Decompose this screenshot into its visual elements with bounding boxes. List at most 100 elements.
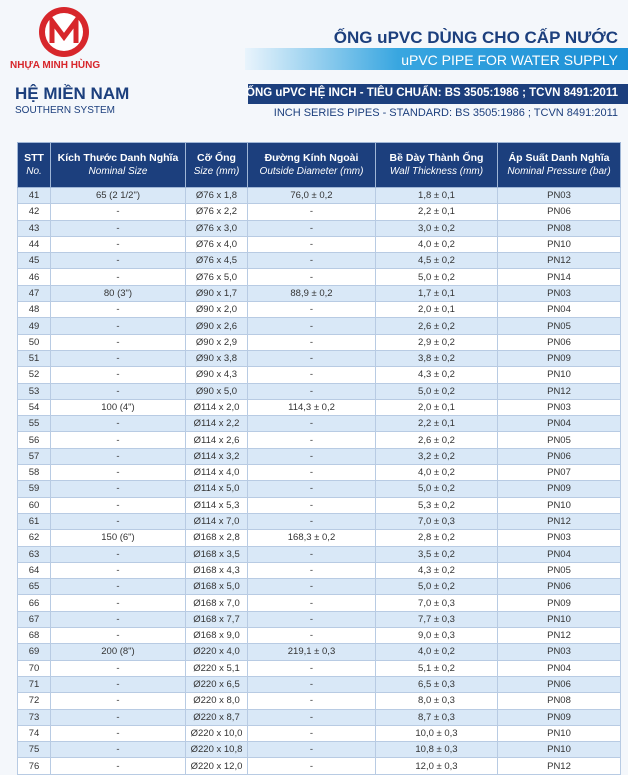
table-row: 68- Ø168 x 9,0-9,0 ± 0,3 PN12 [17,627,621,645]
cell: - [247,610,376,629]
title-vi: ỐNG uPVC DÙNG CHO CẤP NƯỚC [333,28,618,47]
cell: Ø220 x 10,0 [185,724,248,743]
cell: 2,2 ± 0,1 [375,203,498,221]
table-row: 72- Ø220 x 8,0-8,0 ± 0,3 PN08 [17,692,621,710]
cell: Ø76 x 3,0 [185,219,248,237]
cell: Ø220 x 6,5 [185,675,248,694]
cell: Ø76 x 5,0 [185,268,248,286]
cell: 100 (4") [50,398,186,417]
table-row: 63- Ø168 x 3,5-3,5 ± 0,2 PN04 [17,545,621,563]
cell: Ø76 x 2,2 [185,203,248,221]
cell: - [247,594,376,612]
table-row: 45- Ø76 x 4,5-4,5 ± 0,2 PN12 [17,252,621,270]
cell: 64 [17,561,51,580]
column-subtitle: Nominal Pressure (bar) [507,166,611,177]
cell: PN03 [497,284,621,303]
region-en: SOUTHERN SYSTEM [15,105,116,116]
cell: - [247,741,376,759]
header-row: STT No. Kích Thước Danh Nghĩa Nominal Size C… [17,142,621,188]
table-row: 67- Ø168 x 7,7-7,7 ± 0,3 PN10 [17,610,621,629]
cell: Ø220 x 8,0 [185,692,248,710]
cell: 4,0 ± 0,2 [375,235,498,254]
cell: Ø76 x 4,0 [185,235,248,254]
cell: 3,5 ± 0,2 [375,545,498,563]
cell: 114,3 ± 0,2 [247,398,376,417]
cell: 70 [17,659,51,677]
cell: PN12 [497,382,621,400]
cell: Ø76 x 1,8 [185,186,248,205]
standard-en: INCH SERIES PIPES - STANDARD: BS 3505:19… [273,107,618,119]
column-title: Đường Kính Ngoài [264,152,359,164]
table-row: 48- Ø90 x 2,0-2,0 ± 0,1 PN04 [17,301,621,319]
standard-vi: ỐNG uPVC HỆ INCH - TIÊU CHUẨN: BS 3505:1… [246,87,618,99]
table-row: 62 150 (6") Ø168 x 2,8 168,3 ± 0,2 2,8 ± 0,2… [17,529,621,547]
cell: PN05 [497,431,621,449]
cell: - [247,219,376,237]
table-row: 74- Ø220 x 10,0-10,0 ± 0,3 PN10 [17,724,621,743]
cell: - [50,268,186,286]
cell: 50 [17,333,51,351]
column-subtitle: Size (mm) [193,166,240,177]
cell: 2,0 ± 0,1 [375,398,498,417]
cell: Ø90 x 1,7 [185,284,248,303]
cell: - [50,464,186,482]
cell: - [247,235,376,254]
cell: 71 [17,675,51,694]
cell: 41 [17,186,51,205]
cell: 8,7 ± 0,3 [375,708,498,726]
cell: 46 [17,268,51,286]
table-row: 69 200 (8") Ø220 x 4,0 219,1 ± 0,3 4,0 ± 0,2… [17,643,621,661]
cell: 10,8 ± 0,3 [375,741,498,759]
cell: - [50,317,186,335]
column-title: Áp Suất Danh Nghĩa [508,152,610,164]
table-row: 54 100 (4") Ø114 x 2,0 114,3 ± 0,2 2,0 ± 0,1… [17,398,621,417]
cell: - [247,561,376,580]
cell: 5,0 ± 0,2 [375,382,498,400]
cell: - [50,431,186,449]
cell: 67 [17,610,51,629]
table-row: 49- Ø90 x 2,6-2,6 ± 0,2 PN05 [17,317,621,335]
cell: - [247,333,376,351]
cell: - [50,366,186,384]
column-header: Áp Suất Danh Nghĩa Nominal Pressure (bar) [497,142,621,188]
cell: - [50,724,186,743]
table-row: 52- Ø90 x 4,3-4,3 ± 0,2 PN10 [17,366,621,384]
cell: PN10 [497,741,621,759]
cell: Ø90 x 3,8 [185,349,248,368]
cell: - [247,512,376,531]
cell: 53 [17,382,51,400]
cell: - [50,627,186,645]
cell: - [50,447,186,466]
cell: 4,0 ± 0,2 [375,643,498,661]
cell: 52 [17,366,51,384]
cell: 8,0 ± 0,3 [375,692,498,710]
cell: - [247,659,376,677]
cell: 150 (6") [50,529,186,547]
cell: - [50,512,186,531]
cell: - [247,627,376,645]
table-row: 61- Ø114 x 7,0-7,0 ± 0,3 PN12 [17,512,621,531]
title-en: uPVC PIPE FOR WATER SUPPLY [401,52,618,68]
table-row: 55- Ø114 x 2,2-2,2 ± 0,1 PN04 [17,415,621,433]
cell: PN05 [497,317,621,335]
cell: 4,5 ± 0,2 [375,252,498,270]
cell: 3,0 ± 0,2 [375,219,498,237]
table-row: 58- Ø114 x 4,0-4,0 ± 0,2 PN07 [17,464,621,482]
cell: PN10 [497,610,621,629]
cell: - [247,545,376,563]
cell: - [50,252,186,270]
table-row: 41 65 (2 1/2") Ø76 x 1,8 76,0 ± 0,2 1,8 ± 0,… [17,186,621,205]
standard-band [248,84,628,104]
cell: 5,0 ± 0,2 [375,578,498,596]
cell: 4,0 ± 0,2 [375,464,498,482]
cell: PN12 [497,757,621,775]
cell: - [247,708,376,726]
cell: - [50,333,186,351]
cell: - [247,349,376,368]
cell: Ø114 x 5,0 [185,480,248,498]
cell: PN04 [497,415,621,433]
column-subtitle: No. [26,166,42,177]
cell: - [247,692,376,710]
cell: PN05 [497,561,621,580]
